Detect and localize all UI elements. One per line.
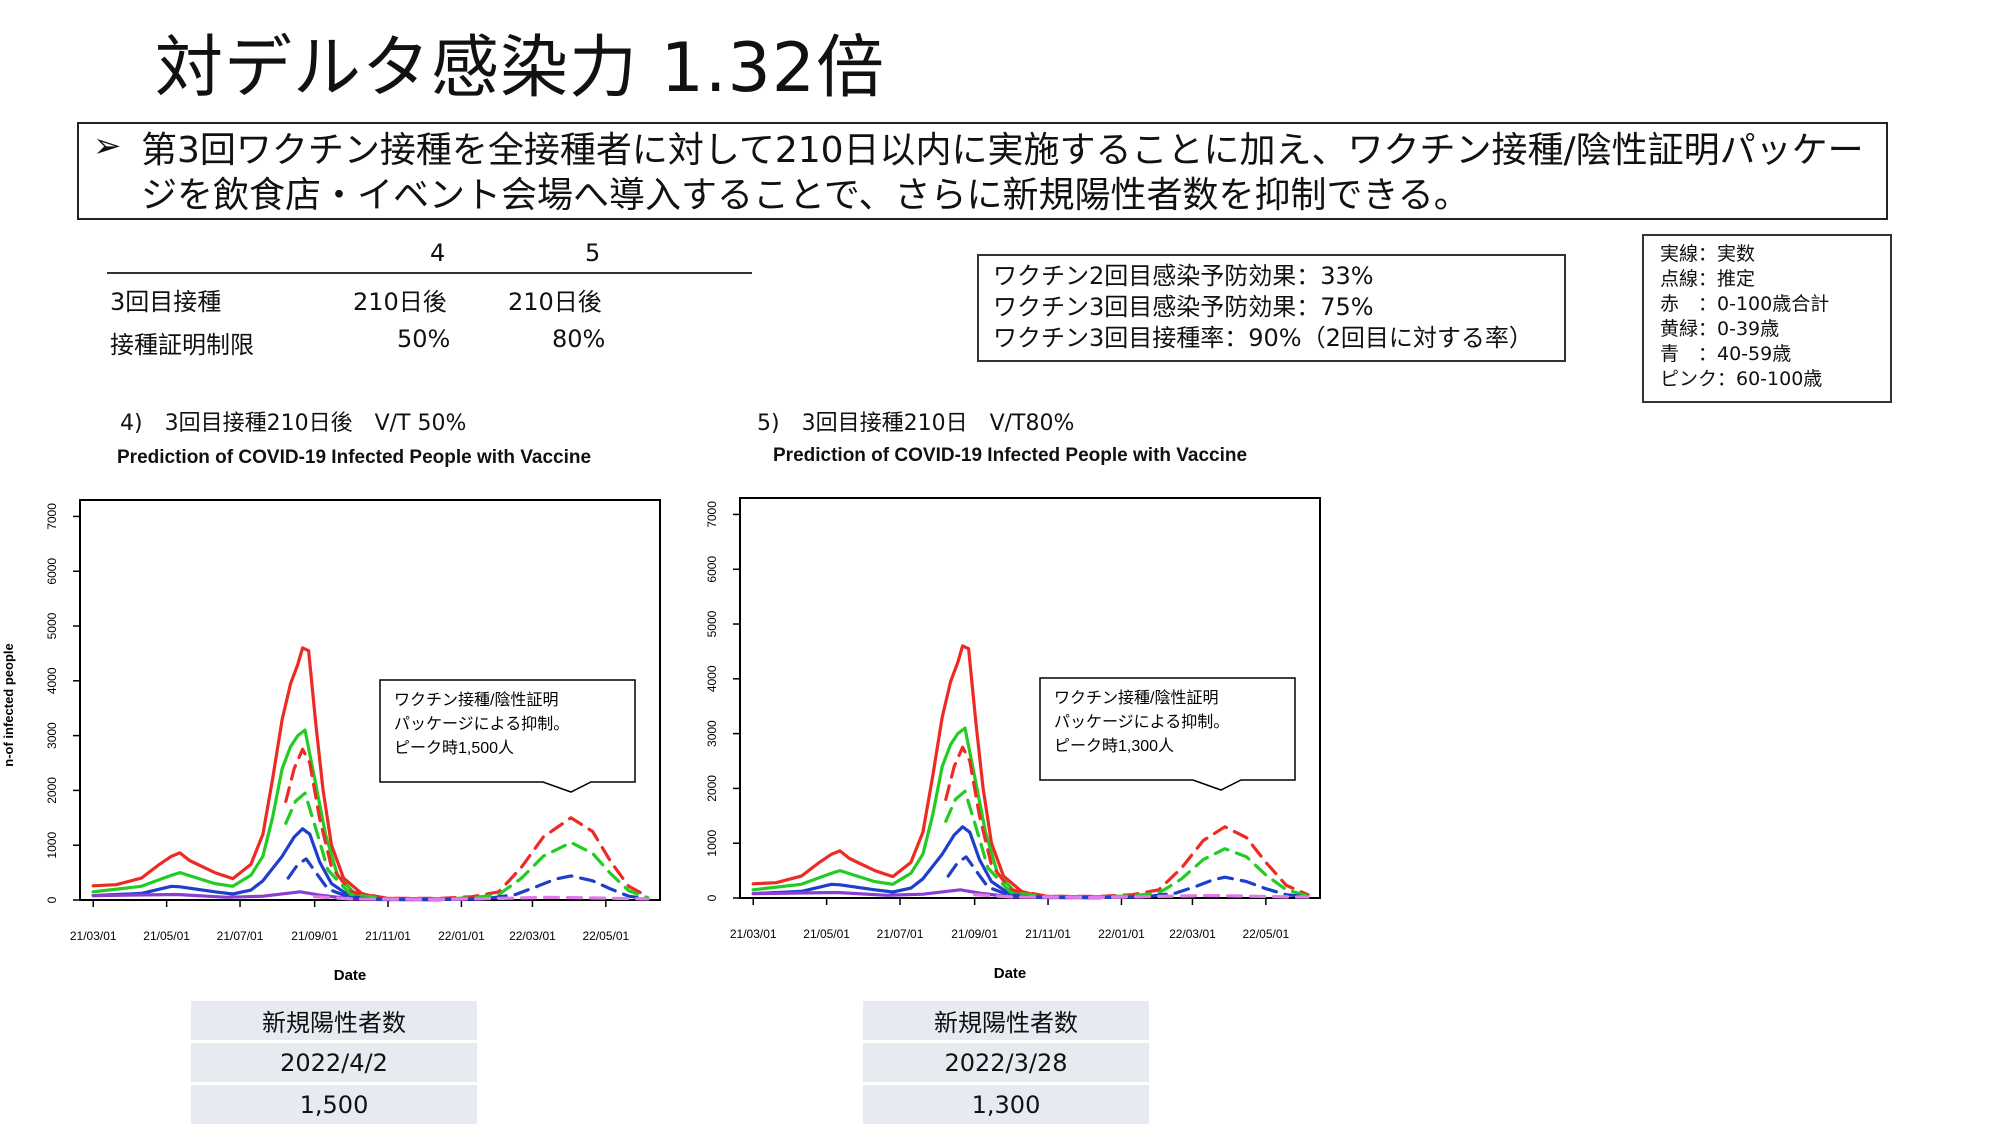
legend-entry: 青 ：40-59歳 [1660, 343, 1792, 365]
x-tick-label: 21/05/01 [143, 929, 190, 943]
series-line-total-dashed [944, 745, 1310, 898]
assumption-line: ワクチン3回目感染予防効果：75% [993, 293, 1374, 321]
annotation-text: ワクチン接種/陰性証明 [394, 691, 558, 709]
x-tick-label: 21/09/01 [291, 929, 338, 943]
x-axis-label: Date [994, 965, 1027, 982]
summary-header: 新規陽性者数 [863, 1001, 1149, 1040]
y-tick-label: 0 [45, 896, 59, 903]
legend-entry: 黄緑：0-39歳 [1660, 318, 1780, 340]
legend-entry: 実線：実数 [1660, 243, 1756, 265]
cell-third-dose-5: 210日後 [508, 288, 602, 316]
series-line-age_40_59-solid [91, 827, 443, 902]
x-tick-label: 22/01/01 [438, 929, 485, 943]
series-line-age_40_59-solid [751, 825, 1103, 900]
row-label-third-dose: 3回目接種 [110, 288, 222, 316]
y-tick-label: 4000 [705, 665, 719, 692]
x-tick-label: 22/03/01 [1169, 927, 1216, 941]
y-tick-label: 3000 [45, 722, 59, 749]
assumption-line: ワクチン3回目接種率：90%（2回目に対する率） [993, 324, 1533, 352]
x-tick-label: 22/05/01 [582, 929, 629, 943]
chart-panel-4: 0 1000 2000 3000 4000 5000 6000 7000 21/03/01 21/… [1, 499, 661, 984]
x-tick-label: 21/07/01 [877, 927, 924, 941]
y-tick-label: 0 [705, 894, 719, 901]
chart-title-4: Prediction of COVID-19 Infected People w… [117, 447, 592, 468]
legend-entry: 赤 ：0-100歳合計 [1660, 293, 1830, 315]
table-divider [107, 272, 752, 274]
series-line-total-solid [91, 646, 443, 901]
annotation-text: ピーク時1,300人 [1054, 737, 1174, 755]
y-tick-label: 1000 [45, 832, 59, 859]
row-label-certificate-limit: 接種証明制限 [110, 331, 254, 359]
y-tick-label: 2000 [705, 775, 719, 802]
x-tick-label: 21/03/01 [70, 929, 117, 943]
summary-peak-count: 1,300 [863, 1085, 1149, 1124]
x-axis-label: Date [334, 967, 367, 984]
y-axis-label: n-of infected people [1, 643, 16, 767]
chart-panel-5: 0 1000 2000 3000 4000 5000 6000 7000 21/03/01 21/… [705, 497, 1321, 982]
y-tick-label: 5000 [45, 612, 59, 639]
y-tick-label: 7000 [705, 501, 719, 528]
series-line-age_60_100_projected-dashed [973, 893, 1310, 900]
x-tick-label: 21/05/01 [803, 927, 850, 941]
x-tick-label: 21/03/01 [730, 927, 777, 941]
annotation-callout [379, 679, 636, 793]
x-tick-label: 21/11/01 [1025, 927, 1071, 941]
legend-entry: 点線：推定 [1660, 268, 1756, 290]
annotation-callout [1039, 677, 1296, 791]
y-tick-label: 2000 [45, 777, 59, 804]
table-header-5: 5 [585, 239, 601, 267]
y-tick-label: 3000 [705, 720, 719, 747]
series-line-age_0_39-dashed [944, 789, 1310, 899]
panel-caption-4: 4) 3回目接種210日後 V/T 50% [120, 411, 467, 436]
y-tick-label: 7000 [45, 503, 59, 530]
vaccine-assumptions-box: ワクチン2回目感染予防効果：33% ワクチン3回目感染予防効果：75% ワクチン… [977, 254, 1566, 362]
x-tick-label: 21/09/01 [951, 927, 998, 941]
assumption-line: ワクチン2回目感染予防効果：33% [993, 262, 1374, 290]
annotation-text: パッケージによる抑制。 [1054, 713, 1229, 731]
y-tick-label: 6000 [45, 558, 59, 585]
y-tick-label: 6000 [705, 556, 719, 583]
summary-peak-date: 2022/4/2 [191, 1043, 477, 1082]
x-tick-label: 21/07/01 [217, 929, 264, 943]
cell-certificate-limit-5: 80% [552, 325, 606, 353]
series-line-total-solid [751, 644, 1103, 899]
summary-peak-count: 1,500 [191, 1085, 477, 1124]
annotation-text: ワクチン接種/陰性証明 [1054, 689, 1218, 707]
summary-callout-text: 第3回ワクチン接種を全接種者に対して210日以内に実施することに加え、ワクチン接… [141, 130, 1864, 216]
series-line-total-dashed [284, 747, 650, 900]
x-tick-label: 22/03/01 [509, 929, 556, 943]
annotation-text: ピーク時1,500人 [394, 739, 514, 757]
x-tick-label: 22/05/01 [1242, 927, 1289, 941]
y-tick-label: 4000 [45, 667, 59, 694]
cell-third-dose-4: 210日後 [353, 288, 447, 316]
series-line-age_60_100_projected-dashed [313, 895, 650, 902]
page-title: 対デルタ感染力 1.32倍 [155, 29, 886, 108]
series-line-age_0_39-dashed [284, 791, 650, 901]
panel-caption-5: 5) 3回目接種210日 V/T80% [757, 411, 1075, 436]
x-tick-label: 22/01/01 [1098, 927, 1145, 941]
y-tick-label: 5000 [705, 610, 719, 637]
line-legend-box: 実線：実数 点線：推定 赤 ：0-100歳合計 黄緑：0-39歳 青 ：40-5… [1642, 234, 1892, 403]
annotation-text: パッケージによる抑制。 [394, 715, 569, 733]
x-tick-label: 21/11/01 [365, 929, 411, 943]
chart-title-5: Prediction of COVID-19 Infected People w… [773, 445, 1248, 466]
cell-certificate-limit-4: 50% [397, 325, 451, 353]
table-header-4: 4 [430, 239, 446, 267]
summary-callout-box: ➢ 第3回ワクチン接種を全接種者に対して210日以内に実施することに加え、ワクチ… [77, 122, 1888, 220]
y-tick-label: 1000 [705, 830, 719, 857]
legend-entry: ピンク：60-100歳 [1660, 368, 1823, 390]
summary-header: 新規陽性者数 [191, 1001, 477, 1040]
arrow-bullet-icon: ➢ [93, 126, 122, 166]
summary-peak-date: 2022/3/28 [863, 1043, 1149, 1082]
